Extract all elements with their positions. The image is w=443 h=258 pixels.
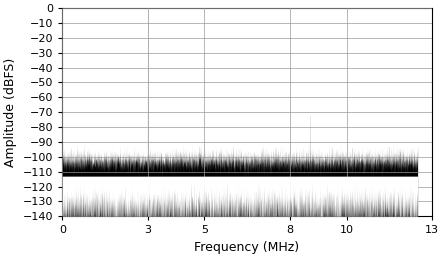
Y-axis label: Amplitude (dBFS): Amplitude (dBFS) [4, 58, 17, 167]
X-axis label: Frequency (MHz): Frequency (MHz) [194, 241, 299, 254]
